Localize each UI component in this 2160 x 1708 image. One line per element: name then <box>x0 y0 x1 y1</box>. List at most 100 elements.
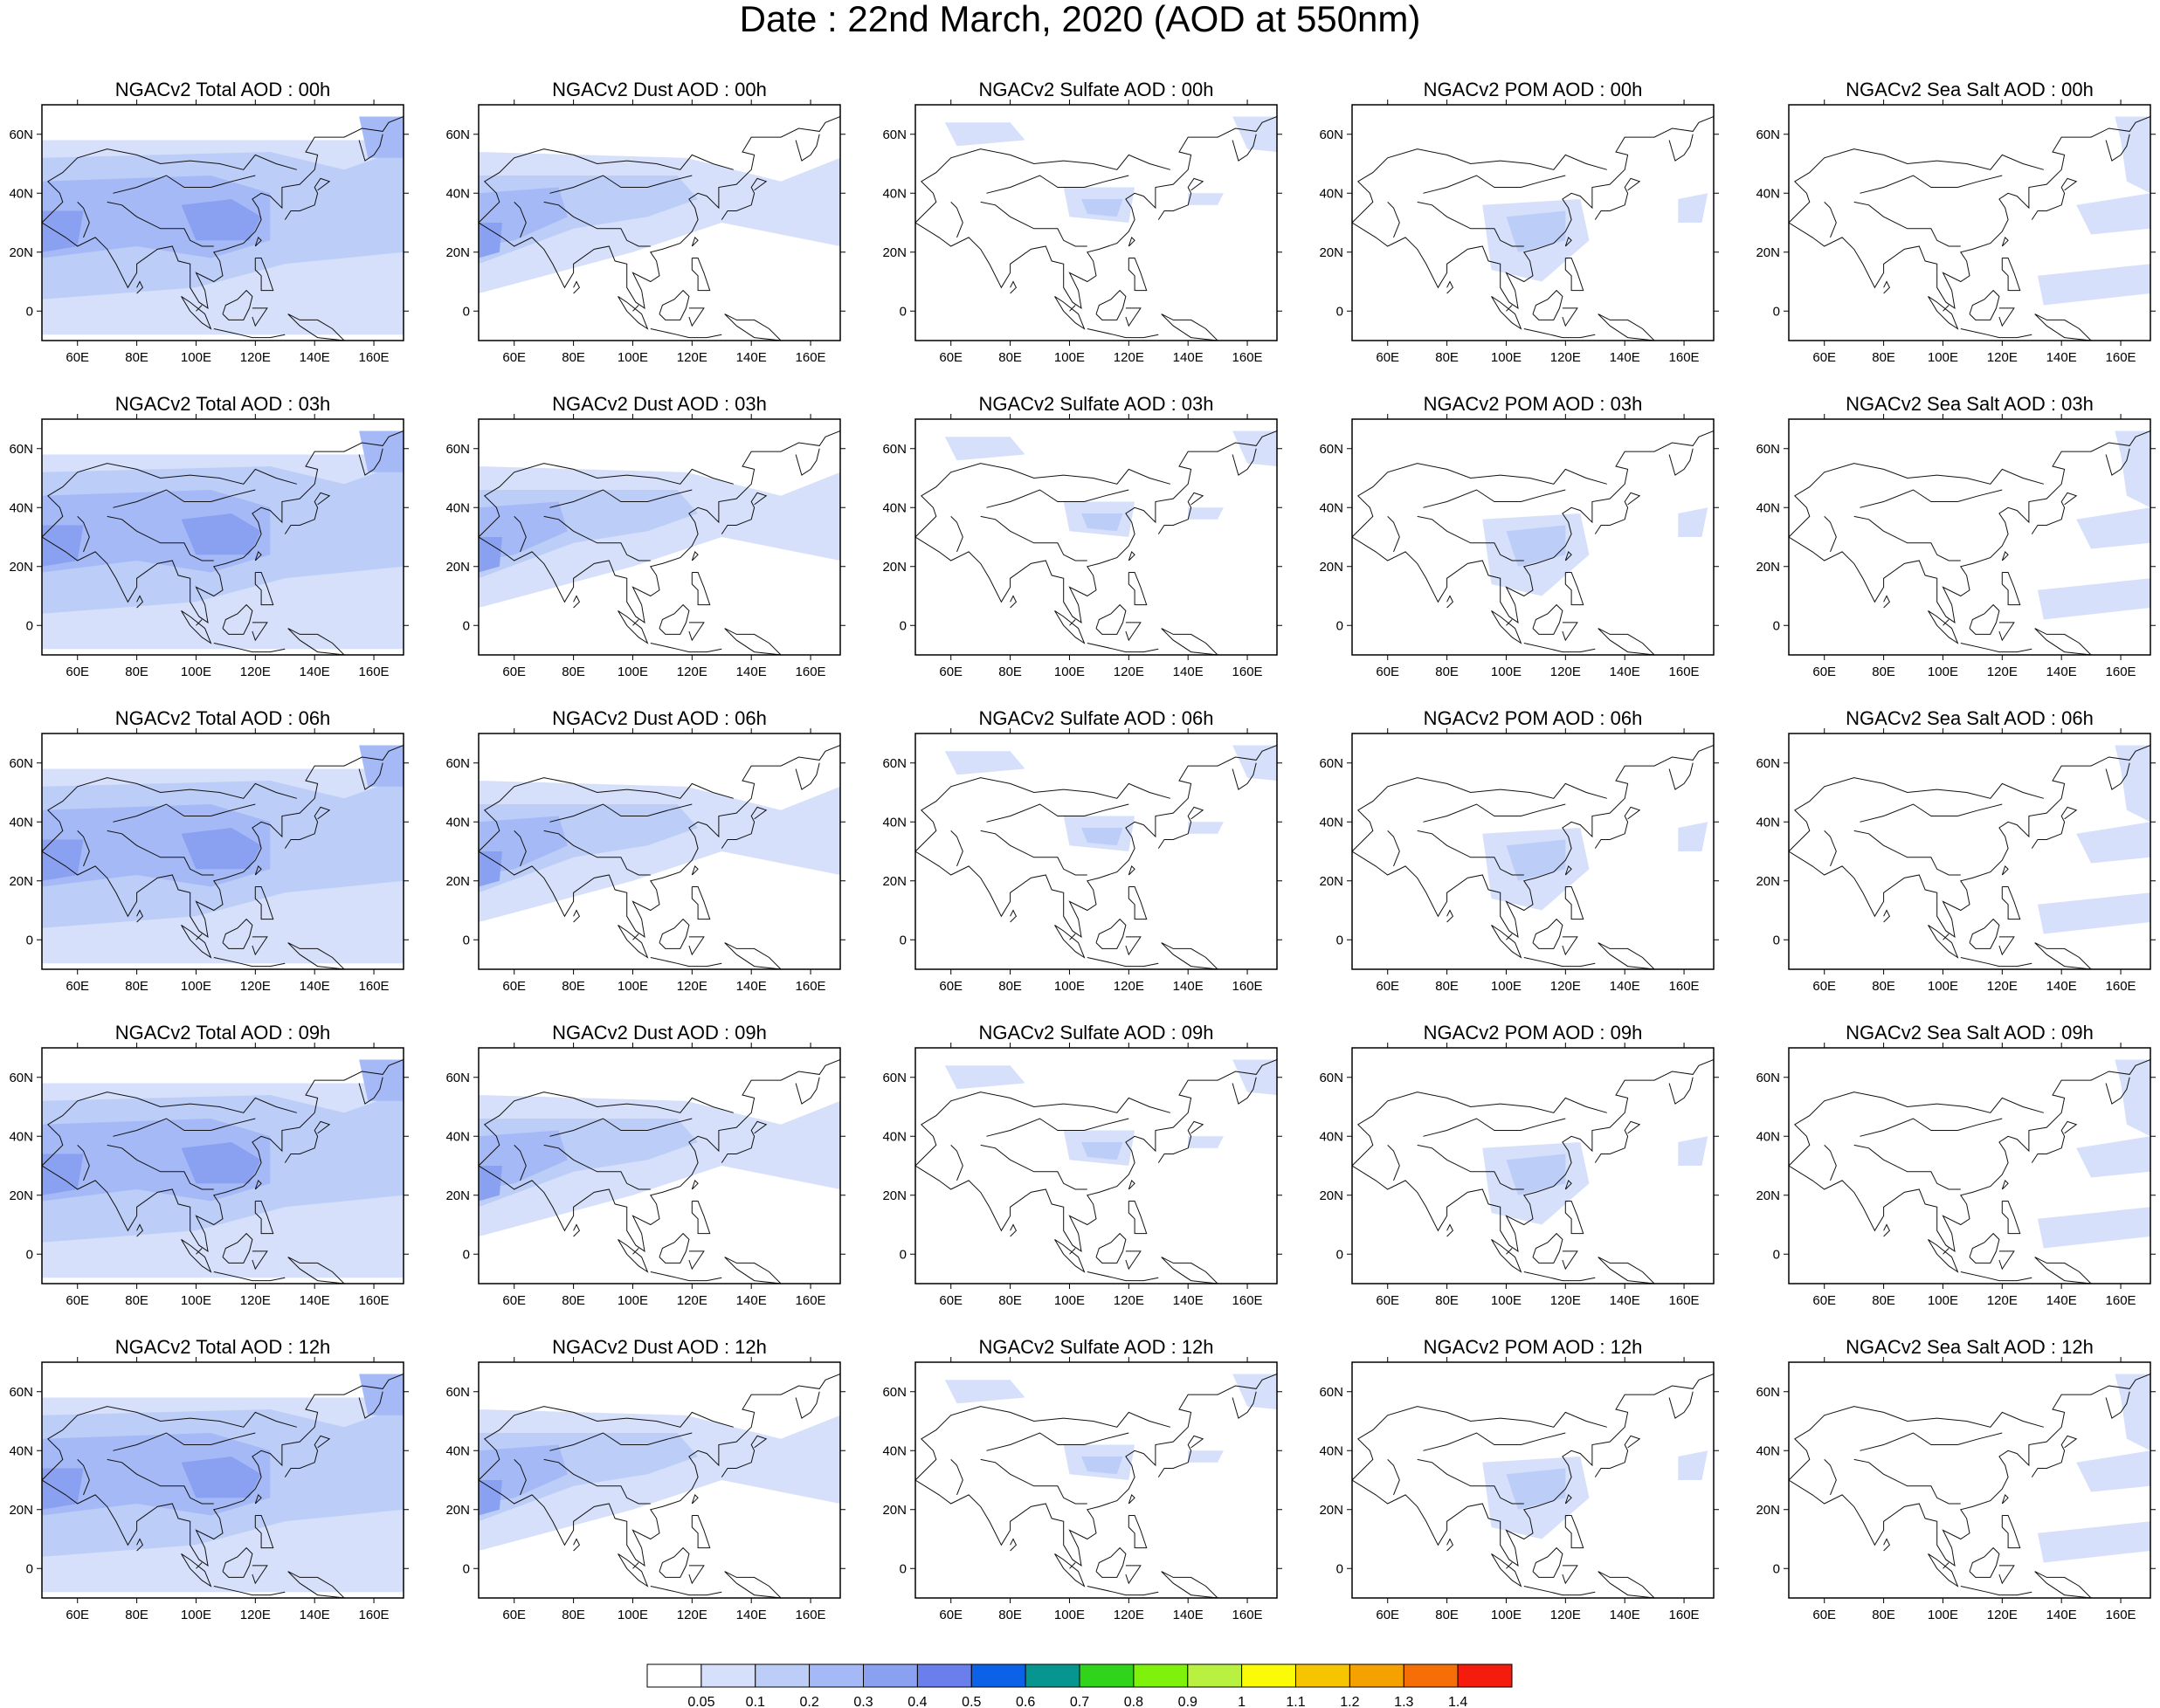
coastline <box>1564 1201 1584 1235</box>
aod-field <box>944 1065 1025 1090</box>
coastline <box>1352 116 1714 309</box>
coastline <box>1010 1538 1018 1552</box>
lon-tick-label: 140E <box>300 1293 330 1308</box>
aod-field <box>2115 1059 2150 1137</box>
lat-tick-label: 20N <box>1319 560 1343 575</box>
lon-tick-label: 60E <box>939 350 963 365</box>
lon-tick-label: 160E <box>359 1608 390 1622</box>
coastline <box>358 448 383 476</box>
lon-tick-label: 80E <box>1435 1608 1459 1622</box>
coastline <box>1562 622 1578 642</box>
coastline <box>1506 305 1513 312</box>
coastline <box>1506 933 1513 940</box>
coastline <box>358 1077 383 1105</box>
coastline <box>1352 430 1714 623</box>
coastline <box>181 1553 212 1587</box>
coastline <box>915 777 1170 852</box>
coastline <box>691 258 711 292</box>
lon-tick-label: 140E <box>1610 979 1640 994</box>
lat-tick-label: 40N <box>1756 1129 1780 1144</box>
coastline <box>1128 864 1135 876</box>
coastline <box>915 1406 1170 1481</box>
lat-tick-label: 60N <box>1756 442 1780 457</box>
lon-tick-label: 160E <box>2106 1608 2136 1622</box>
aod-map: 0 20N 40N 60N 60E 80E 100E 120E 140E 160E <box>445 728 845 994</box>
coastline <box>1883 595 1891 609</box>
coastline <box>1943 619 1950 626</box>
coastline <box>1853 1458 1961 1505</box>
lon-tick-label: 100E <box>618 1293 648 1308</box>
coastline <box>1506 1248 1513 1255</box>
aod-map: 0 20N 40N 60N 60E 80E 100E 120E 140E 160E <box>1319 414 1719 679</box>
colorbar-swatch <box>970 1663 1026 1688</box>
coastline <box>1417 201 1524 247</box>
coastline <box>1232 448 1257 476</box>
aod-map: 0 20N 40N 60N 60E 80E 100E 120E 140E 160E <box>9 728 409 994</box>
coastline <box>1960 1586 2032 1596</box>
lon-tick-label: 120E <box>677 1608 707 1622</box>
coastline <box>1564 550 1572 561</box>
aod-field <box>1232 745 1277 781</box>
lon-tick-label: 60E <box>502 979 526 994</box>
aod-field <box>1232 1059 1277 1095</box>
coastline <box>2031 806 2078 849</box>
coastline <box>691 1493 699 1505</box>
coastline <box>1161 942 1218 969</box>
lat-tick-label: 20N <box>445 560 470 575</box>
lat-tick-label: 0 <box>463 618 470 633</box>
lon-tick-label: 80E <box>998 350 1022 365</box>
lon-tick-label: 80E <box>562 1608 585 1622</box>
aod-field <box>1188 507 1224 520</box>
coastline <box>358 134 383 162</box>
coastline <box>1423 1432 1566 1451</box>
lat-tick-label: 40N <box>1756 186 1780 201</box>
aod-field <box>944 1380 1025 1404</box>
coastline <box>1054 1553 1086 1587</box>
lat-tick-label: 0 <box>1773 304 1780 319</box>
lon-tick-label: 60E <box>1812 979 1836 994</box>
coastline <box>358 1391 383 1419</box>
coastline <box>688 1565 705 1585</box>
coastline <box>1789 777 2044 852</box>
coastline <box>795 762 820 790</box>
map-panel: NGACv2 POM AOD : 06h 0 20N 40N 60N 60E 80E 100E… <box>1310 707 1747 1004</box>
coastline <box>1562 1250 1578 1271</box>
coastline <box>1824 202 1837 238</box>
lat-tick-label: 60N <box>445 442 470 457</box>
aod-field <box>181 828 262 870</box>
aod-map: 0 20N 40N 60N 60E 80E 100E 120E 140E 160E <box>882 414 1282 679</box>
lon-tick-label: 60E <box>939 1293 963 1308</box>
coastline <box>2031 1435 2078 1477</box>
coastline <box>284 492 331 534</box>
coastline <box>1860 1432 2003 1451</box>
lon-tick-label: 60E <box>66 1293 89 1308</box>
colorbar-swatch <box>646 1663 702 1688</box>
coastline <box>222 1232 253 1264</box>
lon-tick-label: 140E <box>1173 350 1204 365</box>
lat-tick-label: 0 <box>900 1247 907 1262</box>
coastline <box>950 830 963 867</box>
lat-tick-label: 40N <box>1319 1443 1343 1458</box>
map-panel: NGACv2 POM AOD : 00h 0 20N 40N 60N 60E 80E 100E… <box>1310 79 1747 375</box>
map-panel: NGACv2 Sea Salt AOD : 03h 0 20N 40N 60N 60E 80… <box>1747 393 2160 690</box>
coastline <box>1943 305 1950 312</box>
coastline <box>1446 280 1454 294</box>
aod-map: 0 20N 40N 60N 60E 80E 100E 120E 140E 160E <box>9 414 409 679</box>
lat-tick-label: 60N <box>882 1071 907 1085</box>
lon-tick-label: 80E <box>1872 1293 1895 1308</box>
colorbar-label: 1.2 <box>1340 1695 1359 1708</box>
lat-tick-label: 60N <box>882 756 907 771</box>
aod-field <box>2115 116 2150 194</box>
coastline <box>42 1092 297 1167</box>
coastline <box>1969 603 2000 635</box>
coastline <box>1128 258 1148 292</box>
coastline <box>254 258 274 292</box>
coastline <box>1010 1223 1018 1237</box>
colorbar-label: 0.6 <box>1016 1695 1035 1708</box>
lat-tick-label: 20N <box>9 1503 33 1518</box>
lon-tick-label: 80E <box>998 665 1022 679</box>
lat-tick-label: 60N <box>9 756 33 771</box>
lon-tick-label: 100E <box>1054 350 1085 365</box>
coastline <box>1125 307 1142 327</box>
lon-tick-label: 160E <box>796 350 826 365</box>
